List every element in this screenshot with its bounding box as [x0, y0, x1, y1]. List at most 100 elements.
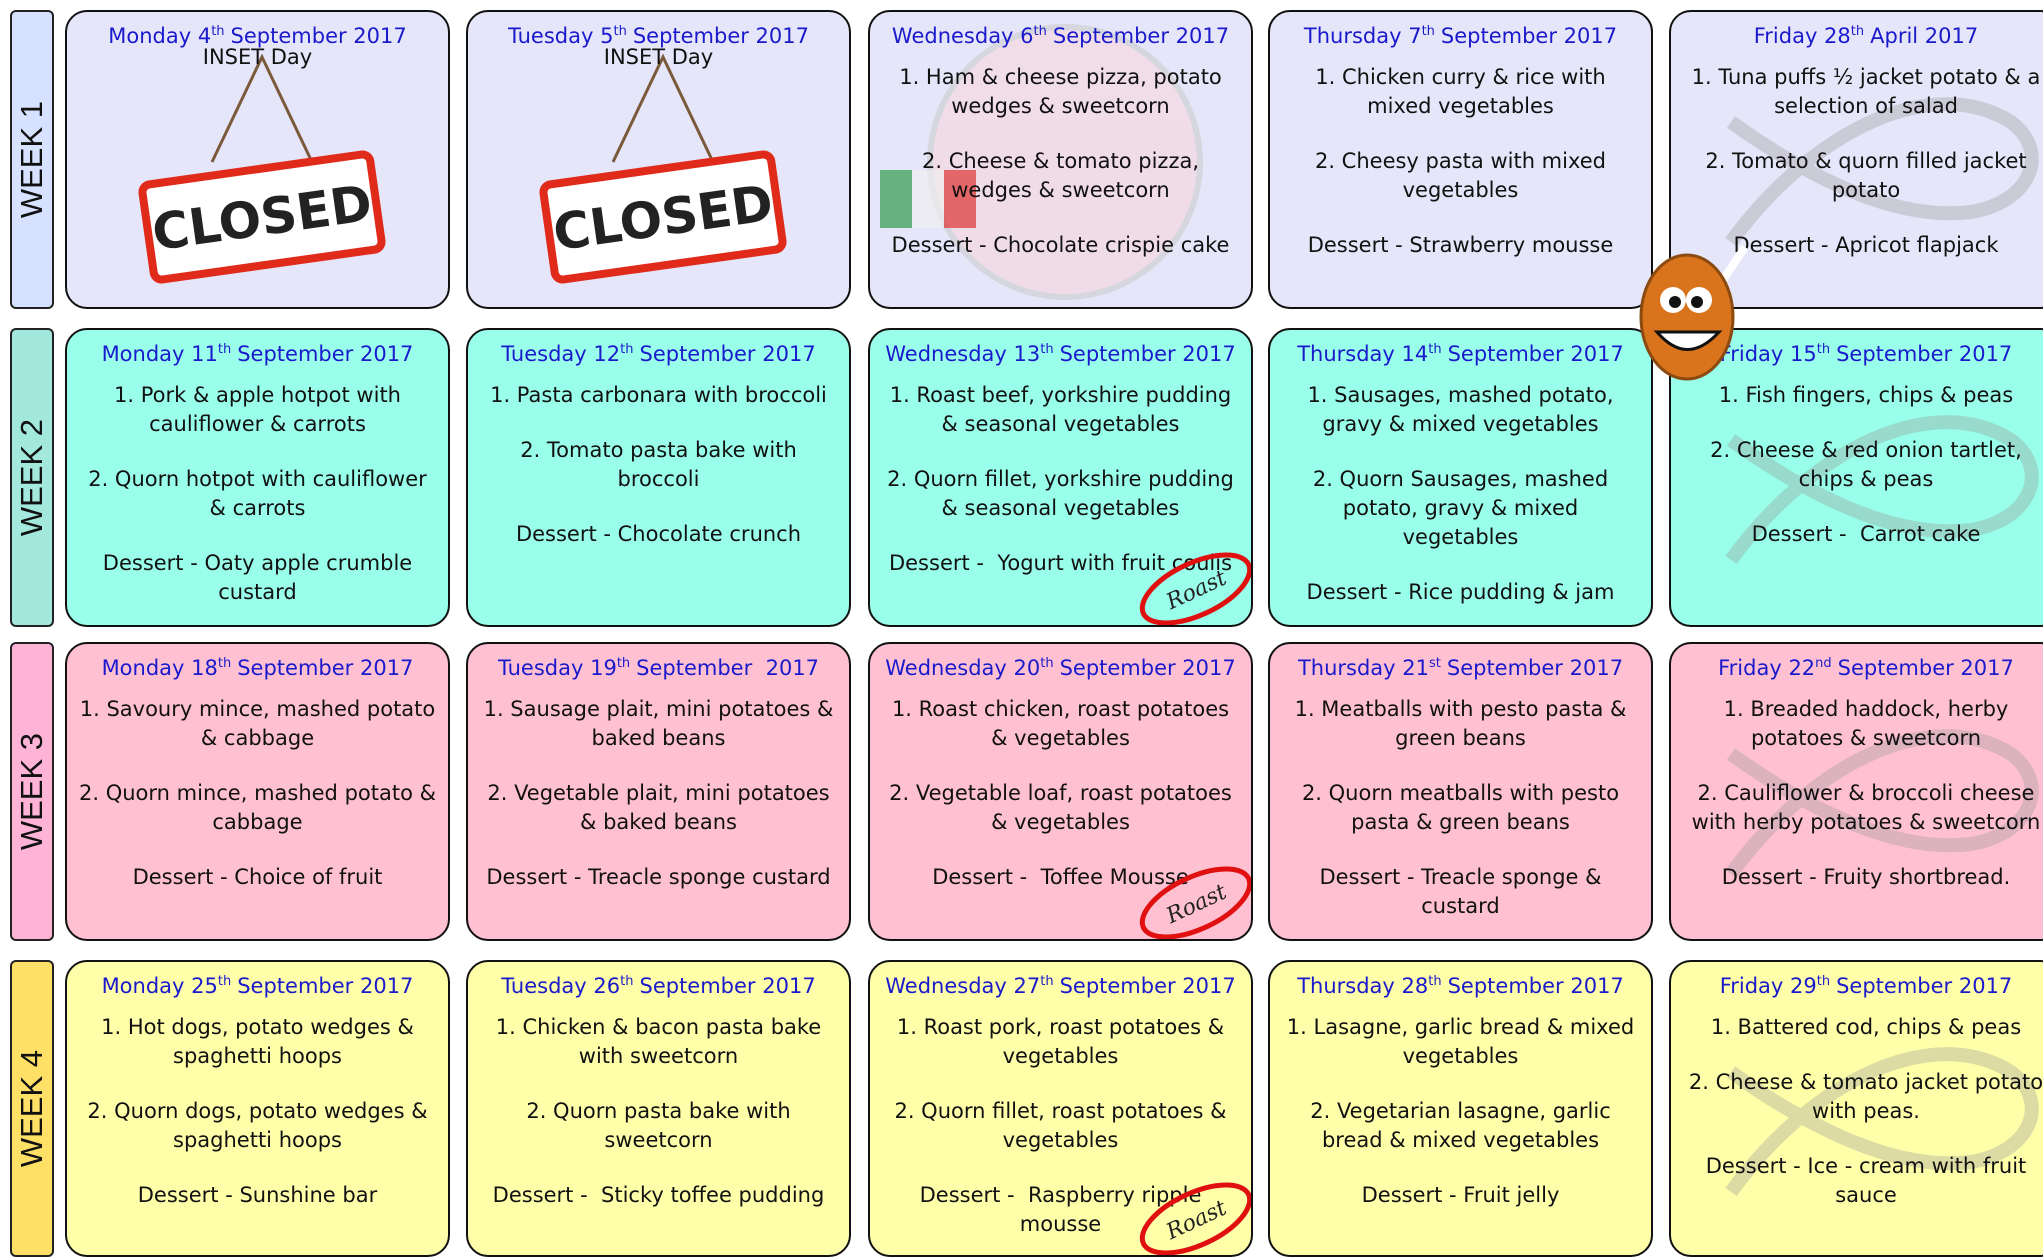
date-day: Monday 11: [101, 342, 218, 366]
date-suffix: th: [211, 24, 225, 39]
menu-item: Dessert - Carrot cake: [1751, 522, 1981, 546]
date-month: September 2017: [1446, 656, 1624, 680]
menu-item: Dessert - Ice - cream with fruit sauce: [1705, 1154, 2033, 1207]
fish-icon: [1725, 729, 2039, 879]
week-label: WEEK 3: [14, 732, 49, 851]
date-day: Tuesday 5: [507, 24, 614, 48]
day-content: Tuesday 26th September 2017 1. Chicken & b…: [468, 962, 849, 1210]
menu-item: 1. Ham & cheese pizza, potato wedges & s…: [899, 65, 1229, 118]
date-day: Friday 29: [1719, 974, 1817, 998]
day-date: Thursday 28th September 2017: [1282, 972, 1639, 1001]
menu-item: 1. Pasta carbonara with broccoli: [490, 383, 827, 407]
menu-item: 1. Sausage plait, mini potatoes & baked …: [483, 697, 841, 750]
date-suffix: nd: [1815, 656, 1832, 671]
week-label-box: WEEK 3: [10, 642, 54, 941]
stamp-group: Roast: [1139, 552, 1251, 625]
day-content: Monday 4th September 2017 INSET Day: [67, 12, 448, 69]
day-date: Friday 28th April 2017: [1683, 22, 2043, 51]
day-date: Friday 15th September 2017: [1683, 340, 2043, 369]
menu-item: Dessert - Fruit jelly: [1361, 1183, 1560, 1207]
day-cell: Wednesday 6th September 2017 1. Ham & chee…: [868, 10, 1253, 309]
date-suffix: th: [1033, 24, 1047, 39]
menu-item: 1. Hot dogs, potato wedges & spaghetti h…: [101, 1015, 421, 1068]
sign-string: [611, 53, 715, 163]
date-month: September 2017: [237, 974, 414, 998]
date-month: September 2017: [1059, 342, 1236, 366]
day-date: Monday 4th September 2017: [79, 22, 436, 51]
day-content: Friday 28th April 2017 1. Tuna puffs ½ jac…: [1671, 12, 2043, 260]
menu-item: 2. Quorn dogs, potato wedges & spaghetti…: [87, 1099, 435, 1152]
roast-stamp: Roast: [1139, 866, 1251, 939]
day-content: Wednesday 13th September 2017 1. Roast bee…: [870, 330, 1251, 578]
flag-white: [912, 170, 944, 228]
menu-item: 2. Quorn Sausages, mashed potato, gravy …: [1312, 467, 1615, 549]
menu-item: 1. Roast chicken, roast potatoes & veget…: [891, 697, 1236, 750]
stamp-group: Roast: [1139, 866, 1251, 939]
day-cell: Friday 29th September 2017 1. Battered cod…: [1669, 960, 2043, 1257]
day-date: Wednesday 13th September 2017: [882, 340, 1239, 369]
date-month: September 2017: [1059, 656, 1236, 680]
date-day: Wednesday 6: [891, 24, 1034, 48]
day-cell: Monday 11th September 2017 1. Pork & apple…: [65, 328, 450, 627]
menu-item: 2. Vegetable loaf, roast potatoes & vege…: [889, 781, 1239, 834]
potato-body: [1639, 253, 1735, 381]
date-suffix: th: [1040, 656, 1054, 671]
day-content: Wednesday 20th September 2017 1. Roast chi…: [870, 644, 1251, 892]
menu-item: 1. Sausages, mashed potato, gravy & mixe…: [1307, 383, 1621, 436]
date-suffix: th: [1428, 342, 1442, 357]
week-label: WEEK 4: [14, 1049, 49, 1168]
menu-item: 2. Cheesy pasta with mixed vegetables: [1314, 149, 1613, 202]
date-suffix: th: [613, 24, 627, 39]
day-date: Friday 29th September 2017: [1683, 972, 2043, 1001]
menu-item: Dessert - Oaty apple crumble custard: [102, 551, 419, 604]
day-date: Tuesday 5th September 2017: [480, 22, 837, 51]
day-content: Thursday 28th September 2017 1. Lasagne, g…: [1270, 962, 1651, 1210]
potato-pupil: [1669, 296, 1681, 308]
date-month: September 2017: [230, 24, 407, 48]
menu-item: 1. Tuna puffs ½ jacket potato & a select…: [1691, 65, 2041, 118]
day-content: Friday 22nd September 2017 1. Breaded hadd…: [1671, 644, 2043, 892]
day-date: Monday 11th September 2017: [79, 340, 436, 369]
date-month: April 2017: [1870, 24, 1979, 48]
stamp-ring: [1139, 866, 1251, 939]
menu-item: 1. Chicken curry & rice with mixed veget…: [1315, 65, 1613, 118]
day-content: Friday 15th September 2017 1. Fish fingers…: [1671, 330, 2043, 549]
week-label: WEEK 1: [14, 100, 49, 219]
menu-item: 2. Cheese & tomato jacket potato with pe…: [1688, 1070, 2043, 1123]
day-date: Tuesday 12th September 2017: [480, 340, 837, 369]
date-month: September 2017: [632, 24, 810, 48]
date-suffix: th: [217, 342, 232, 357]
menu-item: 1. Breaded haddock, herby potatoes & swe…: [1723, 697, 2016, 750]
date-day: Thursday 7: [1303, 24, 1422, 48]
day-cell: Thursday 21st September 2017 1. Meatballs …: [1268, 642, 1653, 941]
day-date: Thursday 14th September 2017: [1282, 340, 1639, 369]
day-content: Tuesday 5th September 2017 INSET Day: [468, 12, 849, 69]
sign-board: [138, 150, 386, 284]
day-content: Thursday 14th September 2017 1. Sausages, …: [1270, 330, 1651, 607]
date-suffix: th: [620, 974, 634, 989]
date-month: September 2017: [1440, 24, 1618, 48]
day-content: Tuesday 12th September 2017 1. Pasta carbo…: [468, 330, 849, 549]
date-day: Tuesday 12: [501, 342, 621, 366]
menu-item: Dessert - Fruity shortbread.: [1721, 865, 2011, 889]
menu-item: 2. Quorn mince, mashed potato & cabbage: [79, 781, 443, 834]
date-suffix: th: [1421, 24, 1435, 39]
menu-item: 1. Roast beef, yorkshire pudding & seaso…: [889, 383, 1238, 436]
menu-item: Dessert - Choice of fruit: [132, 865, 383, 889]
day-content: Monday 11th September 2017 1. Pork & apple…: [67, 330, 448, 607]
day-date: Wednesday 20th September 2017: [882, 654, 1239, 683]
date-month: September 2017: [1837, 656, 2014, 680]
date-day: Thursday 21: [1297, 656, 1429, 680]
menu-item: 2. Cheese & tomato pizza, wedges & sweet…: [921, 149, 1206, 202]
menu-item: 1. Pork & apple hotpot with cauliflower …: [114, 383, 408, 436]
menu-item: Dessert - Treacle sponge custard: [486, 865, 831, 889]
day-cell: Friday 22nd September 2017 1. Breaded hadd…: [1669, 642, 2043, 941]
menu-item: Dessert - Apricot flapjack: [1733, 233, 1999, 257]
pizza-icon: [927, 24, 1203, 300]
date-day: Monday 18: [101, 656, 218, 680]
day-content: Monday 25th September 2017 1. Hot dogs, po…: [67, 962, 448, 1210]
date-suffix: th: [217, 656, 232, 671]
date-suffix: th: [1816, 974, 1831, 989]
date-month: September 2017: [1052, 24, 1230, 48]
menu-item: Dessert - Toffee Mousse: [932, 865, 1189, 889]
